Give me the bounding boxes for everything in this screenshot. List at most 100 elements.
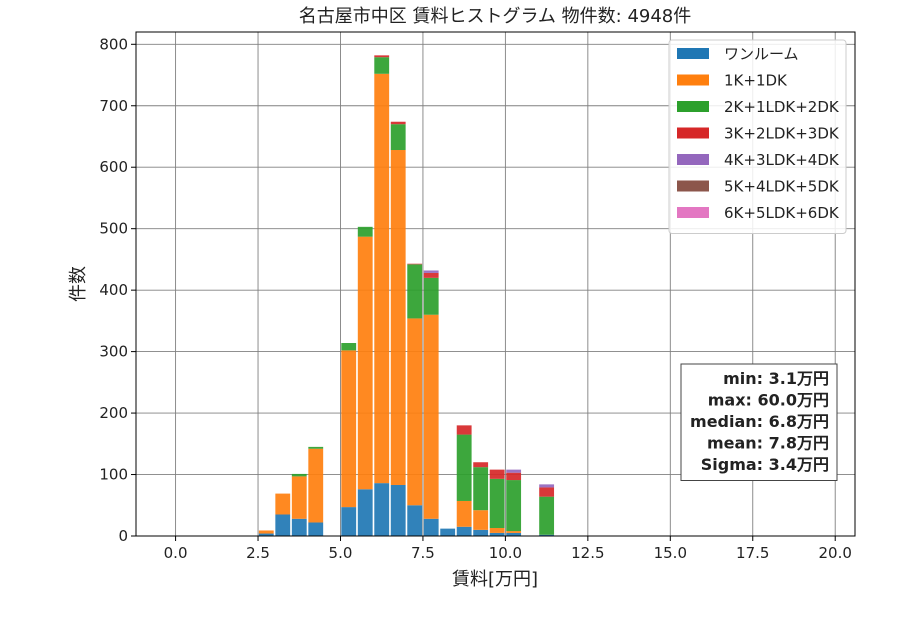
bar-segment bbox=[390, 150, 406, 485]
y-tick-label: 600 bbox=[99, 158, 128, 176]
bar-segment bbox=[374, 73, 390, 484]
legend-swatch bbox=[677, 48, 709, 59]
stats-line: max: 60.0万円 bbox=[708, 391, 829, 410]
bar-segment bbox=[291, 473, 307, 477]
bar-segment bbox=[506, 480, 522, 532]
y-axis-title: 件数 bbox=[68, 266, 89, 302]
bar-segment bbox=[423, 518, 439, 536]
legend-label: ワンルーム bbox=[724, 45, 799, 63]
stats-box: min: 3.1万円 max: 60.0万円 median: 6.8万円 mean: … bbox=[680, 363, 838, 481]
y-tick-label: 200 bbox=[99, 404, 128, 422]
stats-line: min: 3.1万円 bbox=[723, 369, 829, 388]
x-tick-label: 5.0 bbox=[329, 544, 353, 562]
bar-segment bbox=[275, 493, 291, 515]
legend-label: 6K+5LDK+6DK bbox=[724, 204, 840, 222]
bar-segment bbox=[374, 483, 390, 536]
legend-swatch bbox=[677, 74, 709, 86]
x-tick-label: 17.5 bbox=[736, 544, 769, 562]
ticks: 0.0 2.5 5.0 7.5 10.0 12.5 15.0 17.5 20.0 0 100 200 3… bbox=[99, 35, 852, 562]
bar-segment bbox=[341, 350, 357, 508]
plot-frame bbox=[135, 31, 856, 537]
bar-segment bbox=[390, 121, 406, 125]
y-tick-label: 300 bbox=[99, 343, 128, 361]
bar-segment bbox=[357, 489, 373, 536]
stats-frame bbox=[680, 363, 838, 481]
y-tick-label: 100 bbox=[99, 466, 128, 484]
bar-segment bbox=[423, 270, 439, 273]
bar-segment bbox=[440, 528, 456, 536]
bar-segment bbox=[374, 57, 390, 74]
bar-segment bbox=[489, 528, 505, 533]
x-tick-label: 15.0 bbox=[654, 544, 687, 562]
y-tick-label: 500 bbox=[99, 220, 128, 238]
bar-segment bbox=[423, 314, 439, 519]
bar-segment bbox=[489, 478, 505, 529]
y-tick-label: 400 bbox=[99, 281, 128, 299]
legend-swatch bbox=[677, 207, 709, 218]
bar-segment bbox=[489, 532, 505, 536]
bar-segment bbox=[506, 472, 522, 481]
bar-segment bbox=[341, 507, 357, 536]
bar-segment bbox=[539, 484, 555, 488]
bar-segment bbox=[539, 487, 555, 497]
bar-segment bbox=[473, 462, 489, 468]
bar-segment bbox=[308, 448, 324, 523]
x-tick-label: 20.0 bbox=[819, 544, 852, 562]
bar-segment bbox=[489, 469, 505, 479]
legend-label: 1K+1DK bbox=[724, 72, 788, 90]
legend: ワンルーム 1K+1DK 2K+1LDK+2DK 3K+2LDK+3DK 4K+3LDK… bbox=[668, 39, 847, 234]
bar-segment bbox=[374, 55, 390, 58]
stats-line: median: 6.8万円 bbox=[690, 412, 829, 431]
bar-segment bbox=[423, 277, 439, 315]
y-tick-label: 700 bbox=[99, 97, 128, 115]
bar-segment bbox=[341, 343, 357, 351]
bar-segment bbox=[291, 476, 307, 519]
x-tick-label: 12.5 bbox=[571, 544, 604, 562]
bar-segment bbox=[390, 484, 406, 536]
x-axis-title: 賃料[万円] bbox=[452, 569, 538, 590]
bar-segment bbox=[456, 526, 472, 536]
bar-segment bbox=[506, 531, 522, 533]
bar-segment bbox=[473, 510, 489, 530]
bar-segment bbox=[539, 534, 555, 536]
bar-segment bbox=[308, 446, 324, 449]
bar-segment bbox=[258, 530, 274, 534]
bar-segment bbox=[423, 272, 439, 278]
stats-line: mean: 7.8万円 bbox=[707, 434, 829, 453]
bar-segment bbox=[506, 469, 522, 473]
x-tick-label: 10.0 bbox=[489, 544, 522, 562]
bar-segment bbox=[473, 529, 489, 536]
legend-swatch bbox=[677, 180, 709, 192]
x-tick-label: 2.5 bbox=[246, 544, 270, 562]
legend-label: 2K+1LDK+2DK bbox=[724, 98, 840, 116]
bar-segment bbox=[291, 518, 307, 536]
bar-segment bbox=[357, 236, 373, 490]
x-tick-label: 7.5 bbox=[411, 544, 435, 562]
y-tick-label: 0 bbox=[118, 527, 128, 545]
bar-segment bbox=[357, 226, 373, 237]
legend-label: 3K+2LDK+3DK bbox=[724, 125, 840, 143]
bar-segment bbox=[456, 500, 472, 527]
bar-segment bbox=[390, 124, 406, 151]
legend-label: 5K+4LDK+5DK bbox=[724, 178, 840, 196]
bar-segment bbox=[275, 514, 291, 536]
stats-line: Sigma: 3.4万円 bbox=[701, 455, 829, 474]
legend-label: 4K+3LDK+4DK bbox=[724, 151, 840, 169]
x-tick-label: 0.0 bbox=[164, 544, 188, 562]
bar-segment bbox=[407, 318, 423, 506]
chart-title: 名古屋市中区 賃料ヒストグラム 物件数: 4948件 bbox=[299, 6, 692, 27]
bar-segment bbox=[456, 425, 472, 435]
legend-swatch bbox=[677, 127, 709, 139]
bar-segment bbox=[258, 533, 274, 536]
bar-segment bbox=[473, 467, 489, 511]
y-tick-label: 800 bbox=[99, 35, 128, 53]
bar-segment bbox=[539, 496, 555, 535]
legend-frame bbox=[668, 39, 847, 234]
bar-segment bbox=[506, 532, 522, 536]
bars bbox=[258, 55, 555, 536]
legend-swatch bbox=[677, 101, 709, 112]
bar-segment bbox=[407, 505, 423, 536]
bar-segment bbox=[456, 434, 472, 501]
